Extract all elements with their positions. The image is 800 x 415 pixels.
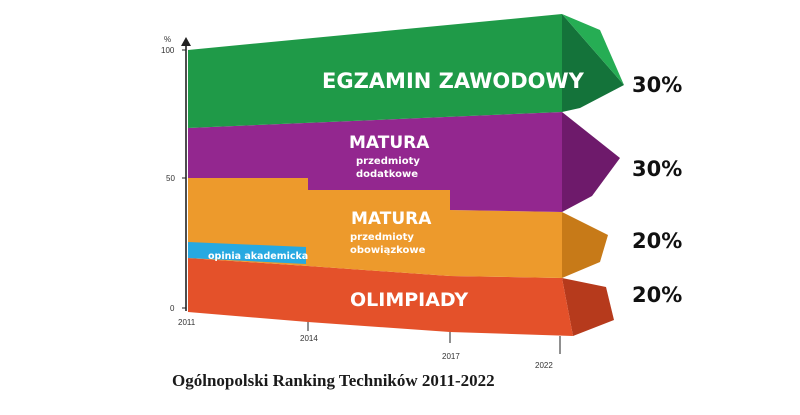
y-tick-label-100: 100 <box>161 46 175 55</box>
matura-obow-sub-2: obowiązkowe <box>350 245 426 256</box>
matura-obow-sub-1: przedmioty <box>350 232 414 243</box>
matura-dod-sub-1: przedmioty <box>356 156 420 167</box>
matura-dod-side-face <box>562 112 620 212</box>
matura-dod-band <box>188 112 562 212</box>
matura-dod-label: MATURA <box>349 133 430 153</box>
egzamin-band <box>188 14 562 128</box>
x-tick-label-2022: 2022 <box>535 361 553 370</box>
chart-title: Ogólnopolski Ranking Techników 2011-2022 <box>172 371 495 390</box>
matura-obow-label: MATURA <box>351 209 432 229</box>
olimpiady-side-face <box>562 278 614 336</box>
share-matura-obow: 20% <box>632 229 682 253</box>
share-olimpiady: 20% <box>632 283 682 307</box>
y-axis-unit: % <box>164 35 171 44</box>
egzamin-label: EGZAMIN ZAWODOWY <box>322 69 585 93</box>
share-matura-dod: 30% <box>632 157 682 181</box>
opinia-akademicka-band <box>188 242 306 264</box>
y-tick-label-0: 0 <box>170 304 175 313</box>
x-tick-label-2011: 2011 <box>178 318 196 327</box>
x-tick-label-2014: 2014 <box>300 334 318 343</box>
egzamin-side-top <box>562 14 624 85</box>
matura-obow-side-face <box>562 212 608 278</box>
share-egzamin: 30% <box>632 73 682 97</box>
opinia-akademicka-label: opinia akademicka <box>208 251 308 262</box>
matura-dod-sub-2: dodatkowe <box>356 169 418 180</box>
olimpiady-label: OLIMPIADY <box>350 289 468 311</box>
olimpiady-band <box>188 258 573 336</box>
y-tick-label-50: 50 <box>166 174 175 183</box>
x-tick-label-2017: 2017 <box>442 352 460 361</box>
egzamin-side-face <box>562 14 624 112</box>
y-axis-arrow <box>181 37 191 46</box>
